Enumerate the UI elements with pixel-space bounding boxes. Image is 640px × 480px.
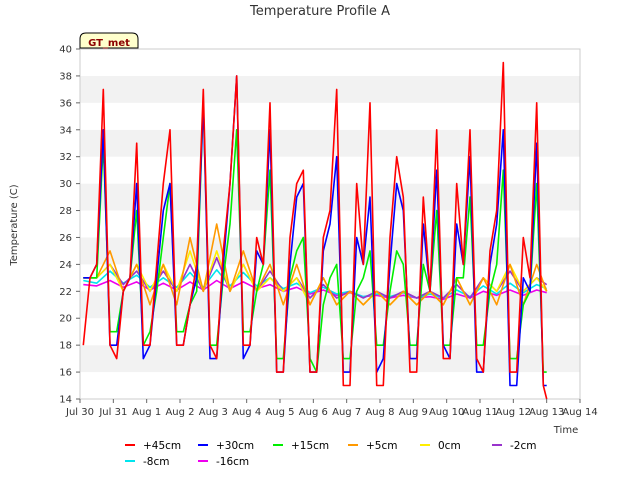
y-tick-label: 26: [59, 233, 72, 244]
x-tick-label: Aug 8: [365, 407, 394, 418]
legend-label: -2cm: [510, 440, 536, 452]
x-tick-label: Jul 30: [65, 407, 94, 418]
y-tick-label: 28: [59, 206, 72, 217]
x-tick-label: Aug 14: [562, 407, 597, 418]
legend-label: -16cm: [216, 456, 249, 468]
grid-band: [80, 49, 580, 76]
x-axis-label: Time: [553, 425, 578, 436]
legend: +45cm +30cm +15cm +5cm 0cm -2cm -8cm -16cm: [125, 440, 536, 468]
x-tick-label: Aug 4: [232, 407, 261, 418]
series-line-plus5cm: [83, 223, 548, 306]
grid-band: [80, 345, 580, 373]
legend-item: +5cm: [348, 440, 397, 452]
grid-band: [80, 237, 580, 265]
grid-band: [80, 129, 580, 157]
chart-title: Temperature Profile A: [249, 4, 390, 19]
site-badge: GT_met: [79, 32, 139, 49]
legend-item: -16cm: [198, 456, 249, 468]
y-tick-label: 20: [59, 314, 72, 325]
x-tick-label: Aug 6: [299, 407, 328, 418]
legend-item: +30cm: [198, 440, 254, 452]
y-tick-label: 32: [59, 152, 72, 163]
legend-label: +5cm: [366, 440, 397, 452]
y-tick-label: 24: [59, 260, 72, 271]
y-tick-label: 22: [59, 287, 72, 298]
x-tick-label: Aug 5: [265, 407, 294, 418]
x-tick-label: Aug 2: [165, 407, 194, 418]
y-axis-label: Temperature (C): [9, 184, 20, 266]
legend-label: 0cm: [438, 440, 461, 452]
x-axis: Jul 30 Jul 31 Aug 1 Aug 2 Aug 3 Aug 4 Aug 5 Aug…: [65, 399, 598, 418]
grid-band: [80, 372, 580, 399]
x-tick-label: Aug 1: [132, 407, 161, 418]
legend-item: +15cm: [273, 440, 329, 452]
badge-label: GT_met: [88, 38, 130, 49]
grid-band: [80, 75, 580, 103]
y-tick-label: 14: [59, 395, 72, 406]
y-tick-label: 36: [59, 98, 72, 109]
legend-label: -8cm: [143, 456, 169, 468]
y-tick-label: 18: [59, 341, 72, 352]
y-tick-label: 16: [59, 368, 72, 379]
legend-label: +15cm: [291, 440, 329, 452]
legend-label: +45cm: [143, 440, 181, 452]
x-tick-label: Aug 10: [429, 407, 464, 418]
badge-shape: [79, 32, 139, 49]
legend-item: -8cm: [125, 456, 169, 468]
y-tick-label: 30: [59, 179, 72, 190]
series-layer: [82, 61, 548, 400]
x-tick-label: Aug 12: [496, 407, 531, 418]
legend-item: 0cm: [420, 440, 461, 452]
x-tick-label: Aug 11: [462, 407, 497, 418]
y-tick-label: 40: [59, 45, 72, 56]
y-tick-label: 34: [59, 125, 72, 136]
series-line-plus45cm: [82, 61, 548, 400]
grid-band: [80, 318, 580, 346]
x-tick-label: Aug 13: [529, 407, 564, 418]
x-tick-label: Jul 31: [98, 407, 127, 418]
legend-item: +45cm: [125, 440, 181, 452]
x-tick-label: Aug 9: [399, 407, 428, 418]
x-tick-label: Aug 7: [332, 407, 361, 418]
plot-area: [79, 48, 581, 400]
grid-band: [80, 102, 580, 130]
x-tick-label: Aug 3: [199, 407, 228, 418]
y-tick-label: 38: [59, 71, 72, 82]
legend-item: -2cm: [492, 440, 536, 452]
y-axis: 14 16 18 20 22 24 26 28 30 32 34 36 38 40: [59, 45, 80, 406]
legend-label: +30cm: [216, 440, 254, 452]
